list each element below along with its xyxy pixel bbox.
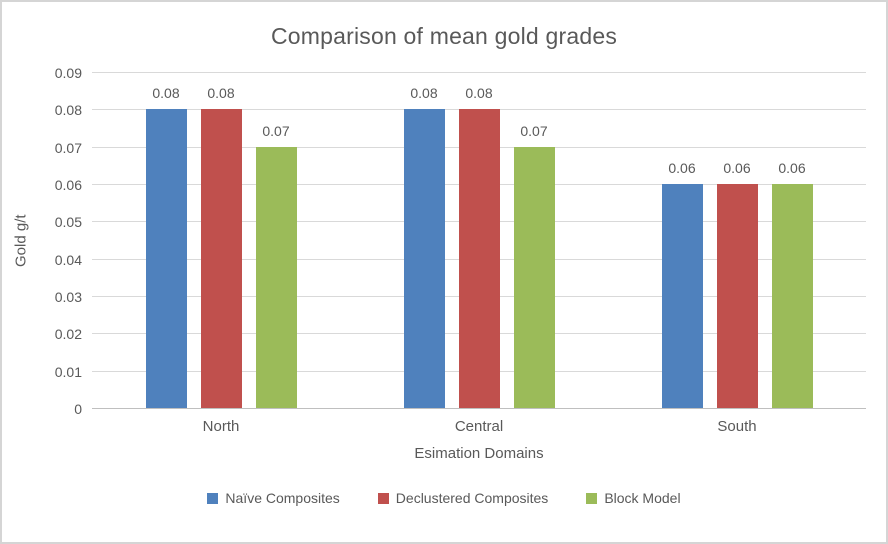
legend-item-declustered-composites: Declustered Composites xyxy=(377,490,549,506)
data-label-block-model-north: 0.07 xyxy=(262,122,290,139)
data-label-naive-composites-central: 0.08 xyxy=(410,85,438,102)
plot-row: 0 0.01 0.02 0.03 0.04 0.05 0.06 0.07 0.08 0.09 0.… xyxy=(40,65,866,417)
bar-declustered-composites-south xyxy=(716,184,758,408)
bar-column: 0.06 xyxy=(771,160,813,408)
bar-naive-composites-north xyxy=(145,109,187,408)
legend-label-declustered-composites: Declustered Composites xyxy=(395,490,549,506)
bar-column: 0.07 xyxy=(255,122,297,408)
y-tick-label: 0.06 xyxy=(54,177,82,193)
y-tick-label: 0.05 xyxy=(54,214,82,231)
legend-item-block-model: Block Model xyxy=(586,490,681,506)
y-tick-label: 0.01 xyxy=(54,363,82,380)
legend-label-block-model: Block Model xyxy=(604,490,681,506)
bar-naive-composites-central xyxy=(403,109,445,408)
x-axis-title: Esimation Domains xyxy=(414,445,544,462)
data-label-declustered-composites-north: 0.08 xyxy=(207,85,235,102)
data-label-naive-composites-south: 0.06 xyxy=(668,160,696,176)
bar-column: 0.08 xyxy=(200,85,242,408)
data-label-block-model-south: 0.06 xyxy=(778,160,806,176)
gridline xyxy=(92,72,866,73)
data-label-declustered-composites-central: 0.08 xyxy=(465,85,493,102)
bar-groups: 0.08 0.08 0.07 0.08 0.08 0.07 0.06 0.06 0.06 xyxy=(92,72,866,408)
chart-main: 0 0.01 0.02 0.03 0.04 0.05 0.06 0.07 0.08 0.09 0.… xyxy=(40,65,866,463)
chart-body: Gold g/t 0 0.01 0.02 0.03 0.04 0.05 0.06 0.07 0.… xyxy=(2,65,886,463)
legend-swatch-icon-naive-composites xyxy=(207,492,219,504)
data-label-declustered-composites-south: 0.06 xyxy=(723,160,751,176)
bar-group-south: 0.06 0.06 0.06 xyxy=(608,72,866,408)
legend-item-naive-composites: Naïve Composites xyxy=(207,490,340,506)
y-tick-label: 0.09 xyxy=(54,65,82,81)
y-axis-title: Gold g/t xyxy=(12,214,30,267)
bar-column: 0.08 xyxy=(403,85,445,408)
legend: Naïve Composites Declustered Composites Bl… xyxy=(2,490,886,506)
x-axis-line xyxy=(92,408,866,409)
y-axis-tick-labels: 0 0.01 0.02 0.03 0.04 0.05 0.06 0.07 0.08 0.09 xyxy=(40,65,92,417)
legend-swatch-icon-declustered-composites xyxy=(377,492,389,504)
bar-declustered-composites-north xyxy=(200,109,242,408)
bar-declustered-composites-central xyxy=(458,109,500,408)
chart-title: Comparison of mean gold grades xyxy=(270,23,618,49)
data-label-naive-composites-north: 0.08 xyxy=(152,85,180,102)
bar-group-central: 0.08 0.08 0.07 xyxy=(350,72,608,408)
bar-naive-composites-south xyxy=(661,184,703,408)
y-tick-label: 0.08 xyxy=(54,102,82,119)
legend-swatch-icon-block-model xyxy=(586,492,598,504)
legend-label-naive-composites: Naïve Composites xyxy=(225,490,340,506)
bar-block-model-north xyxy=(255,146,297,408)
bar-column: 0.07 xyxy=(513,122,555,408)
bar-column: 0.06 xyxy=(661,160,703,408)
y-tick-label: 0.03 xyxy=(54,289,82,305)
y-tick-label: 0.04 xyxy=(54,251,82,268)
y-tick-label: 0.02 xyxy=(54,326,82,343)
bar-column: 0.08 xyxy=(145,85,187,408)
bar-column: 0.08 xyxy=(458,85,500,408)
data-label-block-model-central: 0.07 xyxy=(520,122,548,139)
bar-block-model-south xyxy=(771,184,813,408)
x-tick-label-central: Central xyxy=(454,418,504,435)
y-tick-label: 0.07 xyxy=(54,139,82,156)
plot-area: 0.08 0.08 0.07 0.08 0.08 0.07 0.06 0.06 0.06 xyxy=(92,72,866,409)
bar-group-north: 0.08 0.08 0.07 xyxy=(92,72,350,408)
bar-column: 0.06 xyxy=(716,160,758,408)
x-axis-tick-labels: North Central South xyxy=(92,409,866,436)
y-tick-label: 0 xyxy=(74,401,82,417)
bar-block-model-central xyxy=(513,146,555,408)
x-tick-label-south: South xyxy=(717,418,757,435)
x-tick-label-north: North xyxy=(202,418,240,435)
